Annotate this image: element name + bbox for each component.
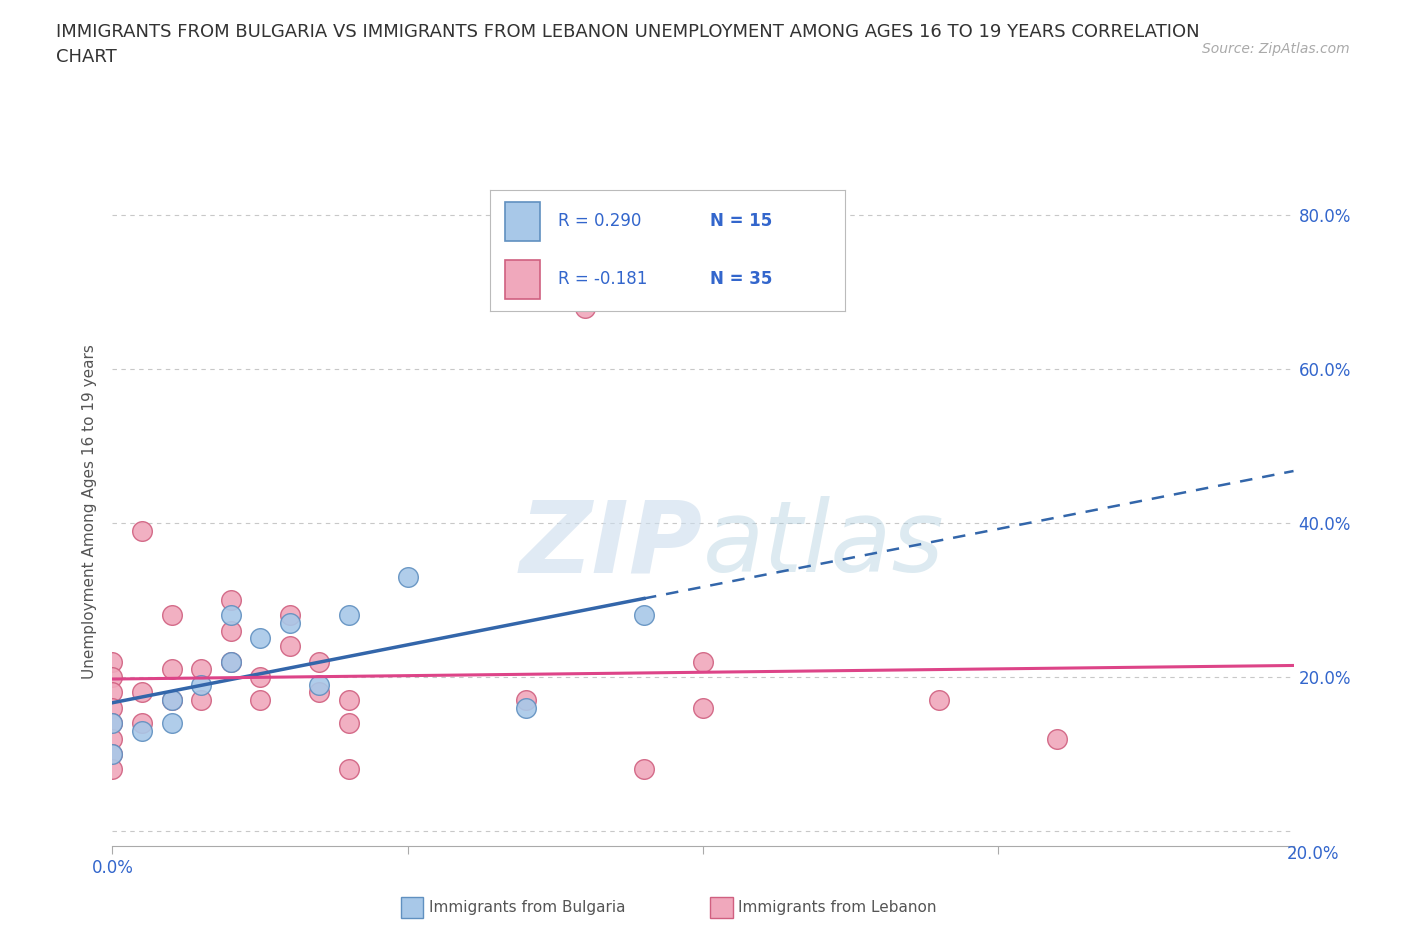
Point — [1046, 731, 1069, 746]
Point — [308, 684, 330, 699]
Text: Immigrants from Bulgaria: Immigrants from Bulgaria — [429, 900, 626, 915]
Point — [515, 693, 537, 708]
Text: ZIP: ZIP — [520, 497, 703, 593]
Point — [219, 623, 242, 638]
Point — [396, 569, 419, 584]
Point — [131, 684, 153, 699]
Point — [101, 762, 124, 777]
Point — [337, 716, 360, 731]
Point — [160, 716, 183, 731]
Point — [190, 662, 212, 677]
Point — [633, 608, 655, 623]
Point — [219, 654, 242, 669]
Point — [131, 716, 153, 731]
Point — [131, 724, 153, 738]
Point — [515, 700, 537, 715]
Point — [337, 608, 360, 623]
Point — [692, 700, 714, 715]
Point — [692, 654, 714, 669]
Point — [101, 654, 124, 669]
Point — [190, 677, 212, 692]
Point — [337, 762, 360, 777]
Point — [101, 731, 124, 746]
Point — [219, 608, 242, 623]
Point — [278, 639, 301, 654]
Point — [249, 631, 271, 646]
Point — [574, 300, 596, 315]
Point — [101, 670, 124, 684]
Point — [160, 662, 183, 677]
Point — [101, 684, 124, 699]
Point — [101, 747, 124, 762]
Point — [278, 616, 301, 631]
Point — [249, 670, 271, 684]
Point — [190, 693, 212, 708]
Point — [101, 716, 124, 731]
Point — [308, 677, 330, 692]
Point — [160, 693, 183, 708]
Text: Immigrants from Lebanon: Immigrants from Lebanon — [738, 900, 936, 915]
Point — [278, 608, 301, 623]
Point — [101, 716, 124, 731]
Point — [131, 524, 153, 538]
Y-axis label: Unemployment Among Ages 16 to 19 years: Unemployment Among Ages 16 to 19 years — [82, 344, 97, 679]
Point — [101, 700, 124, 715]
Text: atlas: atlas — [703, 497, 945, 593]
Text: IMMIGRANTS FROM BULGARIA VS IMMIGRANTS FROM LEBANON UNEMPLOYMENT AMONG AGES 16 T: IMMIGRANTS FROM BULGARIA VS IMMIGRANTS F… — [56, 23, 1199, 66]
Point — [928, 693, 950, 708]
Text: 20.0%: 20.0% — [1286, 844, 1339, 863]
Point — [160, 693, 183, 708]
Point — [337, 693, 360, 708]
Point — [308, 654, 330, 669]
Point — [249, 693, 271, 708]
Point — [160, 608, 183, 623]
Point — [219, 654, 242, 669]
Text: Source: ZipAtlas.com: Source: ZipAtlas.com — [1202, 42, 1350, 56]
Point — [101, 747, 124, 762]
Point — [633, 762, 655, 777]
Point — [219, 592, 242, 607]
